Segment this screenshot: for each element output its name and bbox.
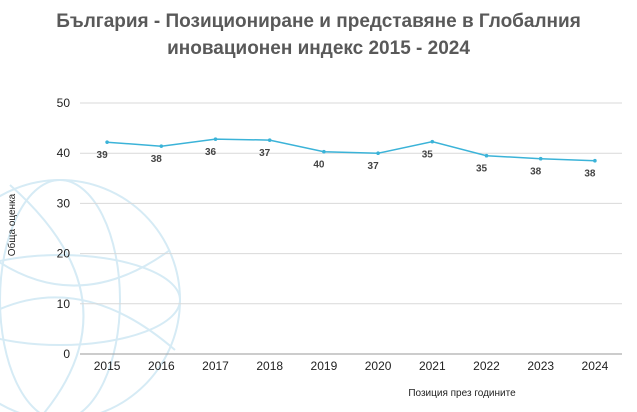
data-label: 38: [151, 154, 163, 165]
x-tick-label: 2019: [311, 359, 338, 373]
data-point: [322, 149, 326, 154]
data-label: 35: [476, 164, 488, 175]
y-axis-title: Обща оценка: [6, 193, 18, 256]
data-label: 37: [368, 161, 380, 172]
x-tick-label: 2015: [94, 359, 121, 373]
x-tick-label: 2024: [582, 359, 609, 373]
y-tick-label: 50: [57, 96, 71, 110]
y-tick-label: 30: [57, 196, 71, 210]
data-point: [484, 153, 489, 158]
x-axis: 2015 2016 2017 2018 2019 2020 2021 2022 2023 2024: [94, 359, 609, 373]
data-label: 37: [259, 148, 271, 159]
globe-watermark-icon: [0, 179, 181, 412]
y-tick-label: 20: [57, 247, 71, 261]
x-axis-title: Позиция през годините: [408, 388, 516, 399]
y-axis: 0 10 20 30 40 50: [57, 96, 71, 361]
data-label: 38: [530, 167, 542, 178]
x-tick-label: 2018: [256, 359, 283, 373]
data-label: 39: [97, 150, 109, 161]
data-label: 38: [584, 169, 596, 180]
data-point: [430, 139, 435, 144]
x-tick-label: 2020: [365, 359, 392, 373]
data-point: [267, 138, 272, 142]
data-point: [538, 156, 543, 161]
x-tick-label: 2021: [419, 359, 446, 373]
data-point: [593, 158, 597, 163]
grid: [80, 102, 622, 355]
y-tick-label: 10: [57, 297, 71, 311]
x-tick-label: 2016: [148, 359, 175, 373]
x-tick-label: 2022: [473, 359, 500, 373]
data-labels: 39 38 36 37 40 37 35 35 38 38: [97, 147, 596, 180]
y-tick-label: 0: [63, 347, 70, 361]
x-tick-label: 2023: [527, 359, 554, 373]
data-point: [105, 140, 109, 144]
x-tick-label: 2017: [202, 359, 229, 373]
chart-title: България - Позициониране и представяне в…: [0, 8, 637, 62]
data-label: 35: [422, 150, 434, 161]
data-label: 36: [205, 147, 217, 158]
chart-title-line-1: България - Позициониране и представяне в…: [56, 11, 581, 32]
data-point: [159, 144, 164, 148]
data-point: [376, 151, 380, 155]
chart-title-line-2: иновационен индекс 2015 - 2024: [167, 38, 470, 59]
series-line: [107, 138, 595, 162]
data-label: 40: [313, 160, 325, 171]
y-tick-label: 40: [57, 146, 71, 160]
data-point: [213, 137, 218, 141]
data-points: [105, 137, 597, 163]
